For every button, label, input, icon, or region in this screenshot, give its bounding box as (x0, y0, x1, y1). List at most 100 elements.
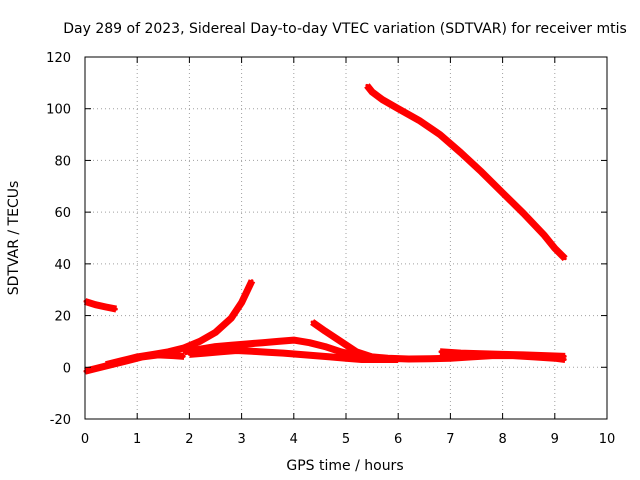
series-line (364, 83, 568, 262)
data-point (407, 357, 411, 361)
data-point (448, 356, 452, 360)
data-point (310, 320, 314, 324)
data-point (182, 354, 186, 358)
x-tick-label: 6 (394, 432, 402, 447)
series-arc-8 (364, 83, 568, 262)
data-point (501, 352, 505, 356)
x-tick-labels: 0 1 2 3 4 5 6 7 8 9 10 (81, 432, 615, 447)
data-point (229, 343, 233, 347)
x-tick-label: 5 (342, 432, 350, 447)
data-point (553, 246, 557, 250)
data-point (438, 133, 442, 137)
data-point (297, 352, 301, 356)
x-tick-label: 1 (133, 432, 141, 447)
series-layer (83, 83, 568, 375)
data-point (308, 341, 311, 345)
x-tick-label: 9 (551, 432, 559, 447)
data-point (370, 355, 374, 359)
series-arc-3 (104, 279, 256, 369)
x-tick-label: 2 (185, 432, 193, 447)
series-line (189, 347, 399, 363)
data-point (214, 330, 217, 334)
data-point (386, 356, 390, 360)
data-point (542, 233, 546, 237)
data-point (480, 352, 484, 356)
y-axis-title: SDTVAR / TECUs (6, 181, 22, 296)
data-point (323, 345, 327, 349)
data-point (120, 359, 123, 363)
data-point (214, 345, 217, 349)
data-point (522, 353, 525, 357)
data-point (354, 350, 358, 354)
data-point (339, 339, 343, 343)
y-tick-labels: -20 0 20 40 60 80 100 120 (46, 51, 71, 428)
data-point (370, 90, 374, 94)
data-point (365, 83, 369, 87)
data-point (360, 358, 364, 361)
series-arc-7 (438, 348, 567, 360)
x-tick-label: 3 (237, 432, 245, 447)
x-tick-label: 4 (290, 432, 298, 447)
data-point (219, 350, 223, 354)
y-tick-label: 20 (54, 310, 71, 325)
data-point (250, 349, 254, 353)
tick-marks (84, 56, 608, 420)
data-point (234, 349, 238, 352)
data-point (167, 350, 170, 354)
data-point (261, 341, 264, 345)
y-tick-label: 100 (46, 103, 71, 118)
data-point (313, 354, 317, 358)
data-point (281, 351, 285, 355)
x-axis-title: GPS time / hours (286, 458, 403, 474)
data-point (203, 351, 207, 355)
series-line (83, 298, 117, 313)
data-point (417, 118, 421, 122)
data-point (135, 355, 139, 359)
x-tick-label: 8 (498, 432, 506, 447)
y-tick-label: 40 (54, 258, 71, 273)
data-point (187, 352, 191, 356)
data-point (480, 170, 484, 174)
data-point (104, 363, 108, 367)
grid-lines (85, 57, 607, 419)
data-point (428, 357, 431, 361)
data-point (563, 354, 567, 358)
data-point (198, 347, 202, 351)
data-point (396, 107, 400, 111)
data-point (240, 301, 244, 305)
data-point (381, 98, 384, 102)
data-point (266, 350, 270, 354)
y-tick-label: -20 (50, 413, 71, 428)
data-point (459, 151, 463, 155)
data-point (114, 307, 118, 311)
series-arc-1 (83, 298, 118, 313)
y-tick-label: 60 (54, 206, 71, 221)
data-point (501, 191, 505, 195)
data-point (542, 354, 546, 358)
y-tick-label: 120 (46, 51, 71, 66)
y-tick-label: 0 (63, 361, 71, 376)
data-point (344, 356, 348, 360)
data-point (151, 352, 155, 356)
data-point (93, 367, 97, 371)
data-point (198, 339, 202, 343)
x-tick-label: 0 (81, 432, 89, 447)
data-point (172, 354, 176, 358)
data-point (328, 355, 332, 359)
data-point (522, 211, 525, 215)
chart-title: Day 289 of 2023, Sidereal Day-to-day VTE… (63, 21, 627, 37)
x-tick-label: 10 (599, 432, 616, 447)
data-point (339, 350, 343, 354)
data-point (323, 329, 327, 333)
data-point (459, 351, 463, 355)
x-tick-label: 7 (446, 432, 454, 447)
data-point (229, 316, 233, 320)
y-tick-label: 80 (54, 154, 71, 169)
data-point (104, 305, 108, 309)
data-point (93, 303, 97, 307)
data-point (276, 339, 280, 343)
data-point (563, 257, 567, 261)
data-point (182, 350, 186, 354)
data-point (292, 338, 296, 342)
